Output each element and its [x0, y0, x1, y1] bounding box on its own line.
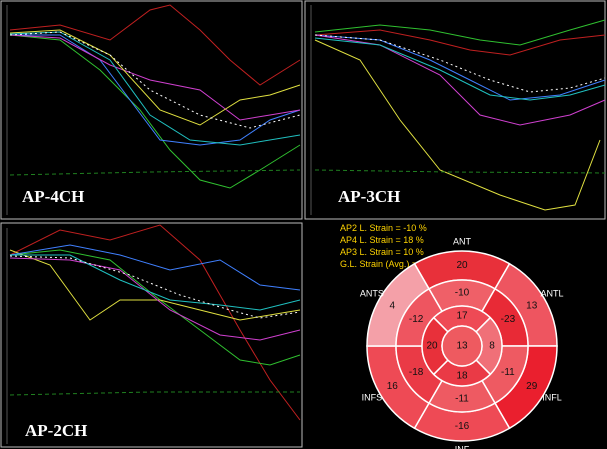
segment-value: 16	[387, 381, 399, 392]
strain-curves	[9, 224, 301, 421]
segment-value: 18	[456, 371, 468, 382]
wall-label: ANTS	[360, 288, 384, 298]
segment-value: -11	[501, 367, 515, 378]
segment-value: -12	[409, 314, 424, 325]
legend-line: AP2 L. Strain = -10 %	[340, 223, 427, 233]
segment-value: -16	[455, 421, 470, 432]
strain-curves	[314, 19, 606, 211]
segment-value: -10	[455, 288, 470, 299]
wall-label: INFS	[362, 392, 383, 402]
segment-value: 29	[526, 381, 538, 392]
panel-label: AP-2CH	[25, 421, 87, 440]
wall-label: INFL	[542, 392, 562, 402]
strain-curves	[9, 4, 301, 189]
segment-value: 4	[390, 300, 396, 311]
legend-line: AP3 L. Strain = 10 %	[340, 247, 424, 257]
segment-value: 13	[526, 300, 538, 311]
legend-line: AP4 L. Strain = 18 %	[340, 235, 424, 245]
wall-label: INF	[455, 444, 470, 449]
panel-frame	[304, 0, 606, 220]
segment-value: 17	[456, 311, 468, 322]
legend-line: G.L. Strain (Avg.) = -12 %	[340, 259, 443, 269]
segment-value: 20	[456, 260, 468, 271]
panel-frame	[0, 222, 303, 448]
segment	[441, 325, 483, 367]
segment-value: 13	[456, 341, 468, 352]
panel-label: AP-4CH	[22, 187, 84, 206]
wall-label: ANT	[453, 236, 472, 246]
segment-value: -11	[455, 394, 469, 405]
panel-label: AP-3CH	[338, 187, 400, 206]
segment-value: 8	[489, 341, 495, 352]
segment-value: -23	[501, 314, 516, 325]
segment-value: 20	[426, 341, 438, 352]
segment-value: -18	[409, 367, 424, 378]
panel-frame	[0, 0, 303, 220]
wall-label: ANTL	[541, 288, 564, 298]
